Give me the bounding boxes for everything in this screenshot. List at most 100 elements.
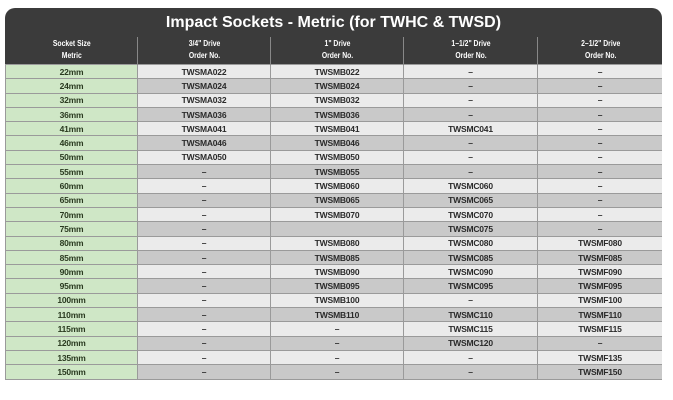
order-no-cell: TWSMC085 [403, 249, 538, 266]
socket-table: Socket Size Metric 3/4" Drive Order No. 1"… [5, 37, 662, 380]
table-row: 95mm – TWSMB095 TWSMC095 TWSMF095 [5, 278, 662, 294]
table-row: 36mm TWSMA036 TWSMB036– – [5, 106, 662, 123]
socket-size-cell: 75mm [5, 221, 138, 237]
table-row: 135mm – – – TWSMF135 [5, 349, 662, 366]
order-no-cell: – [137, 364, 271, 380]
order-no-cell: – [537, 92, 662, 108]
order-no-cell: – [137, 178, 271, 194]
socket-size-cell: 60mm [5, 178, 138, 194]
order-no-cell: TWSMC060 [403, 178, 538, 194]
order-no-cell: – [137, 321, 271, 337]
table-body: 22mm TWSMA022 TWSMB022– –24mm TWSMA024 TWSMB0… [5, 63, 662, 380]
socket-size-cell: 110mm [5, 307, 138, 323]
table-row: 70mm – TWSMB070 TWSMC070– [5, 206, 662, 223]
order-no-cell: – [537, 164, 662, 180]
order-no-cell: – [403, 63, 538, 80]
order-no-cell: TWSMC065 [403, 192, 538, 208]
socket-table-panel: Impact Sockets - Metric (for TWHC & TWSD… [5, 8, 662, 380]
order-no-cell: TWSMB055 [270, 164, 404, 180]
socket-size-cell: 85mm [5, 249, 138, 266]
order-no-cell: TWSMB080 [270, 235, 404, 251]
socket-size-cell: 115mm [5, 321, 138, 337]
table-row: 32mm TWSMA032 TWSMB032– – [5, 92, 662, 108]
order-no-cell: TWSMA024 [137, 78, 271, 94]
order-no-cell: – [137, 335, 271, 351]
order-no-cell: TWSMC090 [403, 264, 538, 280]
order-no-cell: – [403, 78, 538, 94]
header-line2: Order No. [188, 51, 220, 60]
header-line1: 2–1/2" Drive [580, 39, 620, 48]
socket-size-cell: 135mm [5, 349, 138, 366]
order-no-cell: TWSMB022 [270, 63, 404, 80]
table-row: 24mm TWSMA024 TWSMB024– – [5, 78, 662, 94]
table-row: 75mm – TWSMC075– [5, 221, 662, 237]
order-no-cell: TWSMB050 [270, 149, 404, 166]
table-row: 90mm – TWSMB090 TWSMC090 TWSMF090 [5, 264, 662, 280]
order-no-cell [270, 221, 404, 237]
order-no-cell: – [537, 178, 662, 194]
table-row: 46mm TWSMA046 TWSMB046– – [5, 135, 662, 151]
order-no-cell: TWSMF115 [537, 321, 662, 337]
order-no-cell: – [270, 335, 404, 351]
order-no-cell: TWSMB110 [270, 307, 404, 323]
socket-size-cell: 70mm [5, 206, 138, 223]
table-row: 85mm – TWSMB085 TWSMC085 TWSMF085 [5, 249, 662, 266]
socket-size-cell: 65mm [5, 192, 138, 208]
table-row: 65mm – TWSMB065 TWSMC065– [5, 192, 662, 208]
header-line1: 3/4" Drive [188, 39, 220, 48]
header-line2: Order No. [321, 51, 353, 60]
header-3-4-drive: 3/4" Drive Order No. [147, 37, 261, 65]
table-row: 55mm – TWSMB055– – [5, 164, 662, 180]
header-2-1-2-drive: 2–1/2" Drive Order No. [546, 37, 654, 65]
order-no-cell: – [403, 135, 538, 151]
order-no-cell: TWSMB085 [270, 249, 404, 266]
table-row: 110mm – TWSMB110 TWSMC110 TWSMF110 [5, 307, 662, 323]
order-no-cell: TWSMF080 [537, 235, 662, 251]
order-no-cell: – [537, 78, 662, 94]
order-no-cell: – [137, 221, 271, 237]
order-no-cell: – [270, 321, 404, 337]
order-no-cell: TWSMB060 [270, 178, 404, 194]
order-no-cell: – [403, 92, 538, 108]
socket-size-cell: 46mm [5, 135, 138, 151]
socket-size-cell: 32mm [5, 92, 138, 108]
order-no-cell: TWSMB065 [270, 192, 404, 208]
order-no-cell: – [137, 192, 271, 208]
table-row: 41mm TWSMA041 TWSMB041 TWSMC041– [5, 121, 662, 137]
order-no-cell: TWSMB100 [270, 292, 404, 309]
socket-size-cell: 36mm [5, 106, 138, 123]
socket-size-cell: 100mm [5, 292, 138, 309]
socket-size-cell: 22mm [5, 63, 138, 80]
order-no-cell: TWSMB046 [270, 135, 404, 151]
socket-size-cell: 50mm [5, 149, 138, 166]
order-no-cell: TWSMF090 [537, 264, 662, 280]
order-no-cell: – [403, 349, 538, 366]
table-row: 100mm – TWSMB100– TWSMF100 [5, 292, 662, 309]
order-no-cell: TWSMC080 [403, 235, 538, 251]
order-no-cell: TWSMA046 [137, 135, 271, 151]
table-row: 60mm – TWSMB060 TWSMC060– [5, 178, 662, 194]
order-no-cell: – [537, 63, 662, 80]
order-no-cell: TWSMF100 [537, 292, 662, 309]
order-no-cell: – [537, 106, 662, 123]
order-no-cell: TWSMB070 [270, 206, 404, 223]
socket-size-cell: 150mm [5, 364, 138, 380]
order-no-cell: – [137, 264, 271, 280]
table-row: 120mm – – TWSMC120– [5, 335, 662, 351]
order-no-cell: – [537, 192, 662, 208]
order-no-cell: TWSMB095 [270, 278, 404, 294]
order-no-cell: – [537, 335, 662, 351]
header-1-drive: 1" Drive Order No. [280, 37, 394, 65]
order-no-cell: – [537, 149, 662, 166]
order-no-cell: – [137, 349, 271, 366]
order-no-cell: TWSMF085 [537, 249, 662, 266]
order-no-cell: TWSMB036 [270, 106, 404, 123]
table-row: 150mm – – – TWSMF150 [5, 364, 662, 380]
order-no-cell: TWSMB041 [270, 121, 404, 137]
order-no-cell: – [403, 149, 538, 166]
order-no-cell: – [537, 206, 662, 223]
order-no-cell: – [537, 221, 662, 237]
table-title: Impact Sockets - Metric (for TWHC & TWSD… [165, 14, 502, 31]
order-no-cell: – [270, 364, 404, 380]
header-1-1-2-drive: 1–1/2" Drive Order No. [413, 37, 528, 65]
